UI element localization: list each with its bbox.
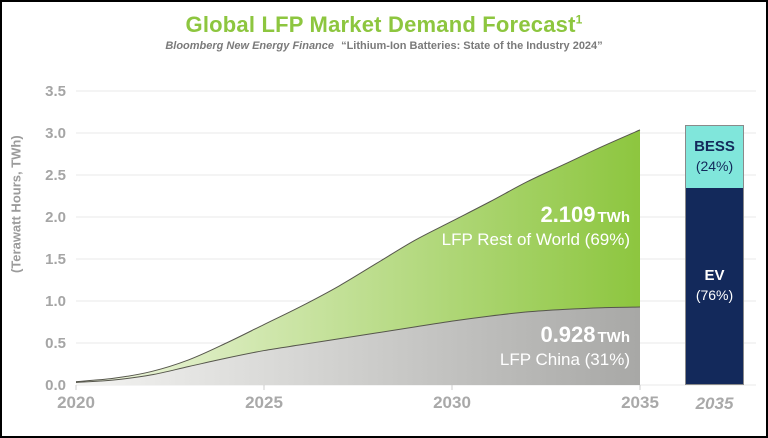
page-title: Global LFP Market Demand Forecast1 [2, 12, 766, 38]
bess-label: BESS [694, 138, 735, 156]
page-title-text: Global LFP Market Demand Forecast [185, 12, 576, 37]
china-unit: TWh [597, 329, 630, 346]
title-footnote-marker: 1 [575, 12, 583, 27]
chart-subtitle: Bloomberg New Energy Finance “Lithium-Io… [2, 40, 766, 52]
x-tick-2025: 2025 [245, 393, 283, 412]
subtitle-source: Bloomberg New Energy Finance [165, 40, 335, 52]
bar-segment-ev: EV (76%) [686, 187, 743, 384]
annotation-china: 0.928 TWh LFP China (31%) [500, 322, 630, 370]
y-tick-0.5: 0.5 [45, 335, 66, 352]
ev-percent: (76%) [695, 287, 734, 304]
x-tick-2035: 2035 [621, 393, 659, 412]
china-demand-curve-outline [75, 306, 641, 383]
bar-2035-stack: BESS (24%) EV (76%) [685, 125, 744, 385]
bar-segment-bess: BESS (24%) [686, 126, 743, 188]
area-lfp-china [76, 307, 640, 385]
area-lfp-rest-of-world [76, 129, 640, 383]
china-value: 0.928 [540, 322, 596, 347]
y-tick-1.0: 1.0 [45, 293, 66, 310]
y-tick-0.0: 0.0 [45, 377, 66, 394]
y-tick-2.5: 2.5 [45, 167, 66, 184]
x-tick-2020: 2020 [57, 393, 95, 412]
y-tick-2.0: 2.0 [45, 209, 66, 226]
y-tick-3.0: 3.0 [45, 125, 66, 142]
row-unit: TWh [597, 209, 630, 226]
total-demand-curve-outline [75, 129, 641, 383]
bar-year-label: 2035 [695, 394, 734, 413]
annotation-rest-of-world: 2.109 TWh LFP Rest of World (69%) [442, 202, 630, 250]
annotation-row-value-line: 2.109 TWh [442, 202, 630, 228]
bess-percent: (24%) [695, 158, 734, 175]
annotation-china-value-line: 0.928 TWh [500, 322, 630, 348]
y-tick-3.5: 3.5 [45, 83, 66, 100]
row-value: 2.109 [540, 202, 596, 227]
row-series-label: LFP Rest of World (69%) [441, 230, 630, 249]
x-tick-2030: 2030 [433, 393, 471, 412]
ev-label: EV [704, 267, 725, 285]
china-series-label: LFP China (31%) [499, 350, 630, 369]
y-tick-1.5: 1.5 [45, 251, 66, 268]
subtitle-report-name: “Lithium-Ion Batteries: State of the Ind… [341, 40, 603, 52]
